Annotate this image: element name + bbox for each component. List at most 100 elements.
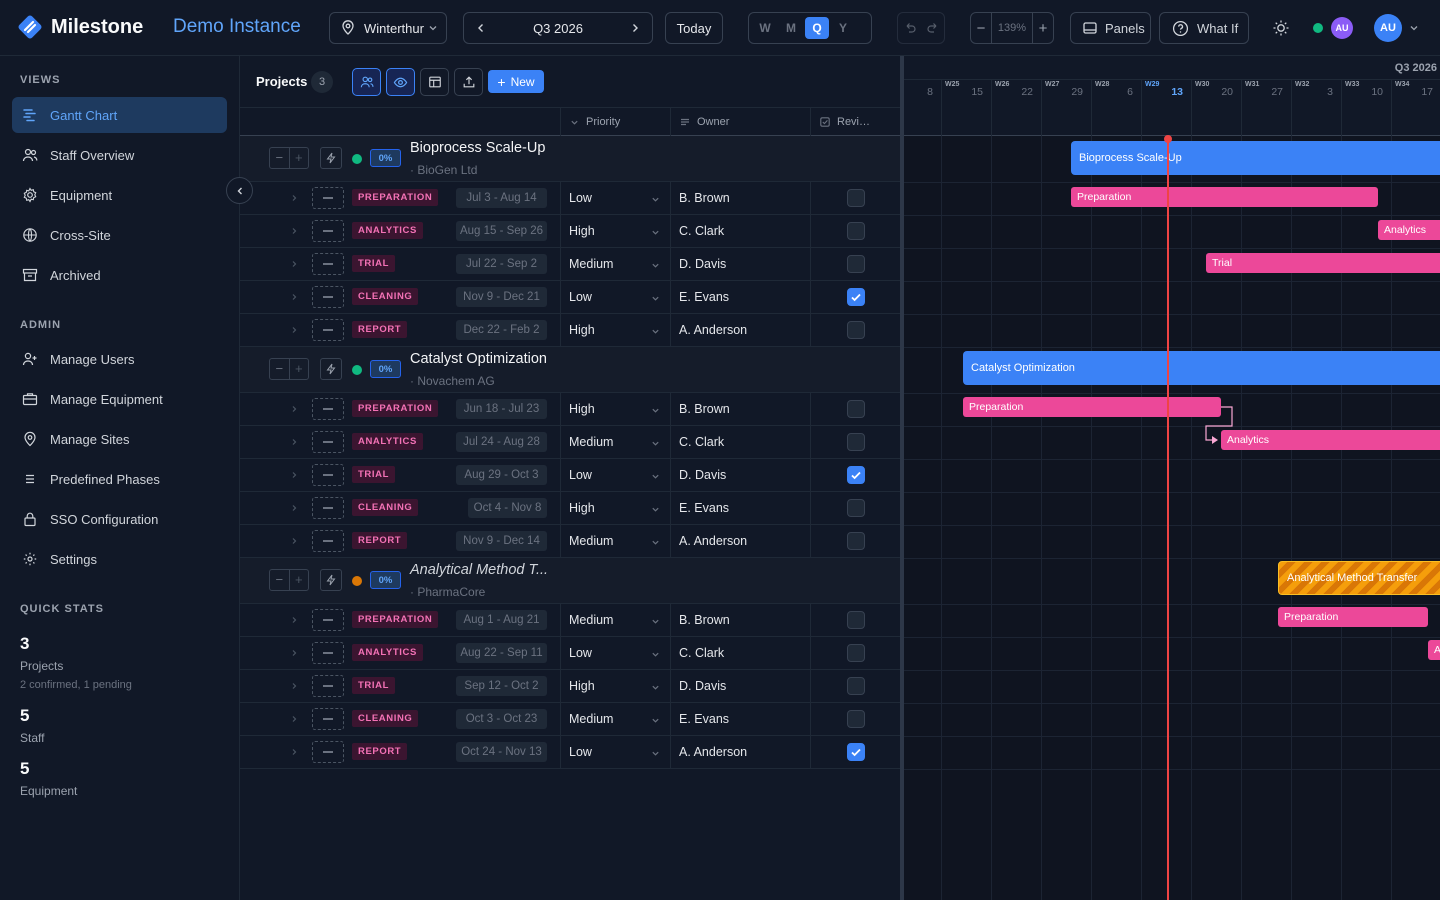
phase-dates[interactable]: Dec 22 - Feb 2 <box>456 320 547 340</box>
chevron-left-icon[interactable] <box>475 22 487 34</box>
phase-row[interactable]: PREPARATION Jul 3 - Aug 14 Low B. Brown <box>240 182 900 215</box>
chevron-right-icon[interactable] <box>290 194 298 202</box>
project-name[interactable]: Bioprocess Scale-Up <box>410 140 546 156</box>
review-checkbox[interactable] <box>847 743 865 761</box>
drag-handle[interactable] <box>312 675 344 697</box>
phase-dates[interactable]: Sep 12 - Oct 2 <box>456 676 547 696</box>
phase-bar[interactable]: Preparation <box>1278 607 1428 627</box>
project-group-row[interactable]: − + 0% Bioprocess Scale-Up · BioGen Ltd <box>240 136 900 182</box>
phase-row[interactable]: PREPARATION Aug 1 - Aug 21 Medium B. Bro… <box>240 604 900 637</box>
export-button[interactable] <box>454 68 483 96</box>
chevron-right-icon[interactable] <box>290 405 298 413</box>
chevron-right-icon[interactable] <box>290 504 298 512</box>
chevron-down-icon[interactable] <box>651 617 660 626</box>
drag-handle[interactable] <box>312 220 344 242</box>
auto-schedule-button[interactable] <box>320 569 342 591</box>
chevron-right-icon[interactable] <box>290 260 298 268</box>
owner-cell[interactable]: A. Anderson <box>679 534 748 548</box>
priority-select[interactable]: Medium <box>569 257 614 271</box>
scale-month[interactable]: M <box>786 21 796 35</box>
priority-select[interactable]: Medium <box>569 435 614 449</box>
drag-handle[interactable] <box>312 464 344 486</box>
drag-handle[interactable] <box>312 319 344 341</box>
user-menu-chevron-icon[interactable] <box>1409 23 1419 33</box>
chevron-down-icon[interactable] <box>651 327 660 336</box>
phase-dates[interactable]: Nov 9 - Dec 14 <box>456 531 547 551</box>
owner-cell[interactable]: B. Brown <box>679 402 730 416</box>
owner-cell[interactable]: C. Clark <box>679 646 725 660</box>
chevron-down-icon[interactable] <box>651 294 660 303</box>
drag-handle[interactable] <box>312 286 344 308</box>
phase-dates[interactable]: Oct 3 - Oct 23 <box>456 709 547 729</box>
sidebar-item-predefined-phases[interactable]: Predefined Phases <box>12 461 227 497</box>
phase-row[interactable]: PREPARATION Jun 18 - Jul 23 High B. Brow… <box>240 393 900 426</box>
review-checkbox[interactable] <box>847 222 865 240</box>
sidebar-item-gantt-chart[interactable]: Gantt Chart <box>12 97 227 133</box>
chevron-right-icon[interactable] <box>290 326 298 334</box>
drag-handle[interactable] <box>312 497 344 519</box>
chevron-down-icon[interactable] <box>651 505 660 514</box>
review-checkbox[interactable] <box>847 466 865 484</box>
sidebar-item-archived[interactable]: Archived <box>12 257 227 293</box>
collapse-expand-control[interactable]: − + <box>269 147 309 169</box>
expand-button[interactable]: + <box>294 361 303 376</box>
review-checkbox[interactable] <box>847 611 865 629</box>
chevron-down-icon[interactable] <box>651 472 660 481</box>
owner-cell[interactable]: B. Brown <box>679 191 730 205</box>
chevron-down-icon[interactable] <box>651 228 660 237</box>
phase-row[interactable]: ANALYTICS Jul 24 - Aug 28 Medium C. Clar… <box>240 426 900 459</box>
priority-select[interactable]: High <box>569 402 595 416</box>
review-checkbox[interactable] <box>847 710 865 728</box>
phase-bar[interactable]: Trial <box>1206 253 1440 273</box>
expand-button[interactable]: + <box>294 150 303 165</box>
project-bar[interactable]: Catalyst Optimization <box>963 351 1440 385</box>
drag-handle[interactable] <box>312 398 344 420</box>
phase-row[interactable]: REPORT Nov 9 - Dec 14 Medium A. Anderson <box>240 525 900 558</box>
review-checkbox[interactable] <box>847 189 865 207</box>
phase-row[interactable]: TRIAL Aug 29 - Oct 3 Low D. Davis <box>240 459 900 492</box>
collapse-button[interactable]: − <box>270 570 290 590</box>
phase-dates[interactable]: Oct 24 - Nov 13 <box>456 742 547 762</box>
theme-sun-icon[interactable] <box>1272 19 1290 37</box>
owner-cell[interactable]: C. Clark <box>679 435 725 449</box>
scale-quarter[interactable]: Q <box>805 17 829 39</box>
project-group-row[interactable]: − + 0% Catalyst Optimization · Novachem … <box>240 347 900 393</box>
chevron-right-icon[interactable] <box>290 682 298 690</box>
review-checkbox[interactable] <box>847 433 865 451</box>
sidebar-item-sso-configuration[interactable]: SSO Configuration <box>12 501 227 537</box>
collapse-button[interactable]: − <box>270 148 290 168</box>
owner-cell[interactable]: D. Davis <box>679 257 727 271</box>
chevron-down-icon[interactable] <box>651 650 660 659</box>
review-checkbox[interactable] <box>847 677 865 695</box>
owner-cell[interactable]: D. Davis <box>679 679 727 693</box>
drag-handle[interactable] <box>312 741 344 763</box>
user-avatar[interactable]: AU <box>1374 14 1402 42</box>
drag-handle[interactable] <box>312 708 344 730</box>
chevron-down-icon[interactable] <box>651 749 660 758</box>
auto-schedule-button[interactable] <box>320 358 342 380</box>
drag-handle[interactable] <box>312 253 344 275</box>
phase-row[interactable]: ANALYTICS Aug 22 - Sep 11 Low C. Clark <box>240 637 900 670</box>
priority-select[interactable]: High <box>569 679 595 693</box>
chevron-right-icon[interactable] <box>290 715 298 723</box>
sidebar-item-cross-site[interactable]: Cross-Site <box>12 217 227 253</box>
priority-select[interactable]: Low <box>569 290 592 304</box>
phase-row[interactable]: TRIAL Jul 22 - Sep 2 Medium D. Davis <box>240 248 900 281</box>
chevron-right-icon[interactable] <box>290 438 298 446</box>
chevron-right-icon[interactable] <box>290 293 298 301</box>
review-checkbox[interactable] <box>847 499 865 517</box>
priority-select[interactable]: Low <box>569 646 592 660</box>
undo-icon[interactable] <box>903 21 917 35</box>
phase-row[interactable]: REPORT Dec 22 - Feb 2 High A. Anderson <box>240 314 900 347</box>
visibility-toggle-button[interactable] <box>386 68 415 96</box>
collapse-expand-control[interactable]: − + <box>269 358 309 380</box>
drag-handle[interactable] <box>312 642 344 664</box>
phase-dates[interactable]: Jul 22 - Sep 2 <box>456 254 547 274</box>
column-header-owner[interactable]: Owner <box>680 116 729 128</box>
owner-cell[interactable]: D. Davis <box>679 468 727 482</box>
column-header-review[interactable]: Revi… <box>820 116 870 128</box>
priority-select[interactable]: Low <box>569 468 592 482</box>
pane-resize-handle[interactable] <box>900 56 904 900</box>
priority-select[interactable]: High <box>569 501 595 515</box>
owner-cell[interactable]: B. Brown <box>679 613 730 627</box>
